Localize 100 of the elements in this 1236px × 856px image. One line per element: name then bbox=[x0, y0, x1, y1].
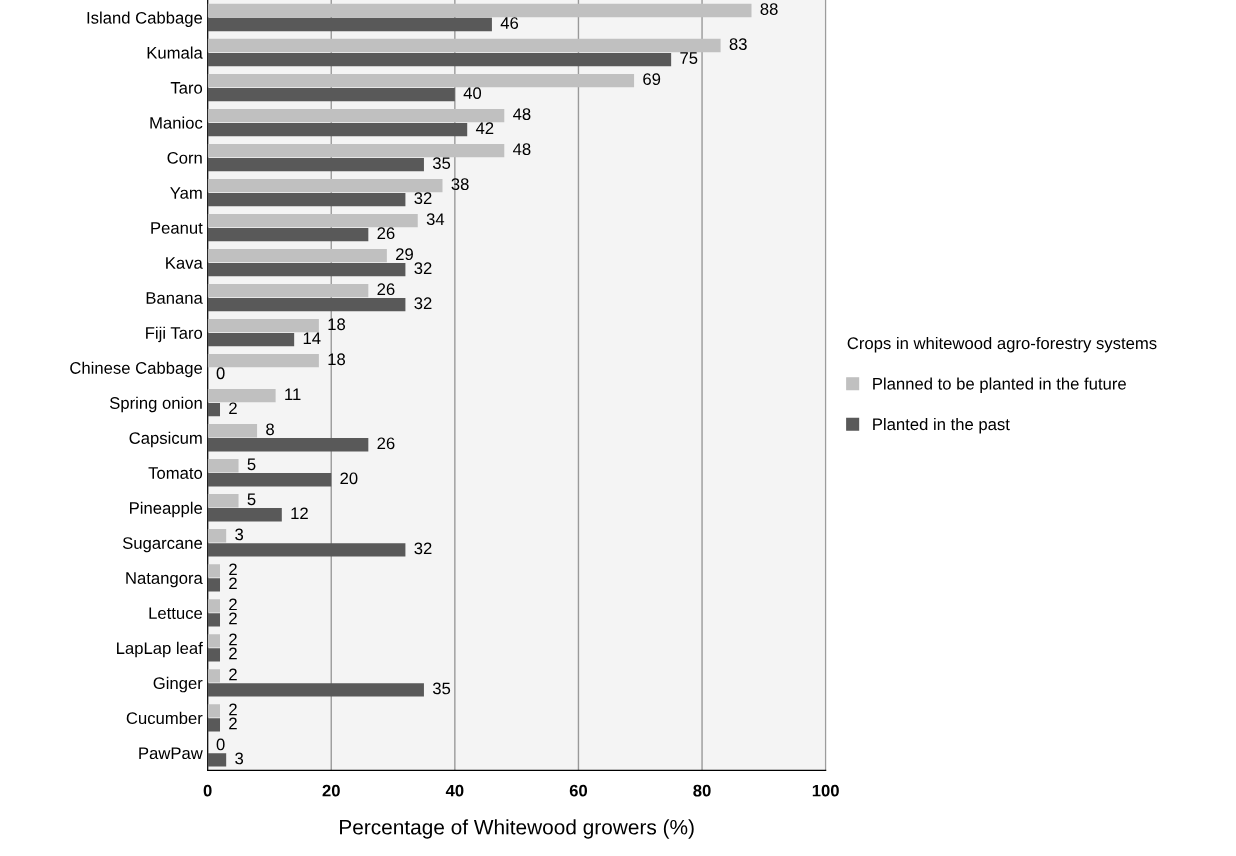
y-tick-label: Fiji Taro bbox=[146, 326, 203, 343]
data-label: 8 bbox=[266, 423, 274, 436]
data-label: 29 bbox=[396, 248, 413, 261]
bar bbox=[207, 473, 332, 487]
y-tick-label: Yam bbox=[170, 187, 202, 199]
y-tick-label: Chinese Cabbage bbox=[70, 361, 203, 378]
data-label: 2 bbox=[229, 598, 237, 611]
data-label: 26 bbox=[377, 227, 395, 240]
bar bbox=[207, 753, 227, 767]
bar bbox=[207, 298, 406, 312]
bar bbox=[207, 683, 424, 697]
y-tick-label: PawPaw bbox=[139, 747, 203, 760]
y-tick-label: Ginger bbox=[153, 676, 203, 693]
bar bbox=[207, 354, 319, 368]
x-tick-label: 60 bbox=[569, 784, 588, 797]
data-label: 48 bbox=[513, 143, 531, 156]
bar bbox=[207, 284, 369, 298]
data-label: 38 bbox=[451, 178, 469, 191]
data-label: 0 bbox=[216, 738, 225, 751]
bar bbox=[207, 508, 282, 522]
bar bbox=[207, 718, 221, 732]
data-label: 32 bbox=[414, 192, 432, 205]
x-tick-label: 80 bbox=[693, 784, 711, 797]
y-tick-label: Manioc bbox=[150, 116, 203, 129]
bar bbox=[207, 262, 406, 277]
data-label: 0 bbox=[216, 367, 225, 380]
y-tick-label: Lettuce bbox=[149, 607, 203, 620]
data-label: 11 bbox=[285, 388, 301, 401]
bar bbox=[207, 52, 672, 67]
data-label: 69 bbox=[643, 73, 661, 86]
bar bbox=[207, 564, 221, 578]
bar bbox=[207, 319, 319, 333]
data-label: 26 bbox=[377, 437, 395, 450]
data-label: 20 bbox=[340, 472, 358, 485]
data-label: 35 bbox=[432, 157, 451, 170]
bar bbox=[207, 122, 468, 137]
x-tick-label: 40 bbox=[445, 784, 464, 797]
data-label: 2 bbox=[229, 647, 237, 660]
bar bbox=[207, 438, 369, 452]
y-tick-label: Corn bbox=[167, 151, 202, 164]
bar bbox=[207, 543, 406, 557]
y-tick-label: Peanut bbox=[151, 222, 203, 234]
x-tick-label: 20 bbox=[322, 784, 340, 797]
data-label: 83 bbox=[729, 38, 747, 50]
bar bbox=[207, 213, 418, 228]
bar bbox=[207, 178, 443, 193]
data-label: 2 bbox=[229, 402, 237, 415]
y-tick-label: Kumala bbox=[147, 46, 203, 59]
bar bbox=[207, 108, 505, 123]
data-label: 32 bbox=[414, 297, 432, 310]
bar bbox=[207, 613, 221, 627]
data-label: 75 bbox=[680, 52, 698, 64]
bar bbox=[207, 704, 221, 718]
data-label: 2 bbox=[229, 668, 237, 681]
data-label: 12 bbox=[291, 507, 308, 520]
legend-title: Crops in whitewood agro-forestry systems bbox=[847, 336, 1157, 353]
bar bbox=[207, 87, 455, 102]
bar bbox=[207, 648, 221, 662]
x-tick-label: 0 bbox=[203, 784, 212, 797]
data-label: 18 bbox=[328, 318, 346, 331]
legend-label: Planned to be planted in the future bbox=[873, 377, 1126, 393]
data-label: 34 bbox=[426, 213, 445, 226]
legend-label: Planted in the past bbox=[873, 417, 1010, 434]
bar bbox=[207, 389, 276, 403]
data-label: 3 bbox=[235, 752, 244, 765]
data-label: 32 bbox=[414, 262, 432, 275]
y-tick-label: LapLap leaf bbox=[117, 641, 203, 658]
bar bbox=[207, 157, 424, 172]
data-label: 35 bbox=[432, 682, 451, 695]
data-label: 42 bbox=[475, 122, 494, 134]
data-label: 46 bbox=[500, 17, 519, 29]
bar bbox=[207, 424, 258, 438]
bar bbox=[207, 143, 505, 158]
data-label: 48 bbox=[513, 108, 531, 121]
data-label: 2 bbox=[229, 717, 237, 730]
data-label: 5 bbox=[247, 458, 256, 471]
y-tick-label: Capsicum bbox=[129, 431, 202, 448]
y-tick-label: Sugarcane bbox=[122, 537, 203, 553]
bar bbox=[207, 192, 406, 207]
data-label: 3 bbox=[235, 528, 244, 541]
bar bbox=[207, 73, 635, 88]
x-tick-label: 100 bbox=[812, 784, 839, 797]
y-tick-label: Tomato bbox=[148, 467, 203, 479]
data-label: 26 bbox=[377, 283, 395, 296]
data-label: 2 bbox=[229, 633, 237, 646]
y-tick-label: Spring onion bbox=[109, 396, 202, 413]
y-tick-label: Pineapple bbox=[130, 501, 203, 518]
data-label: 88 bbox=[760, 3, 778, 15]
y-tick-label: Banana bbox=[146, 292, 203, 304]
bar bbox=[207, 333, 295, 347]
bar bbox=[207, 599, 221, 613]
y-tick-label: Kava bbox=[166, 257, 203, 269]
data-label: 2 bbox=[229, 612, 237, 625]
bar bbox=[207, 669, 221, 683]
bar bbox=[207, 38, 721, 53]
y-tick-label: Taro bbox=[170, 82, 203, 94]
bar bbox=[207, 459, 239, 473]
bar bbox=[207, 3, 752, 18]
data-label: 2 bbox=[229, 577, 237, 590]
bar bbox=[207, 17, 492, 32]
